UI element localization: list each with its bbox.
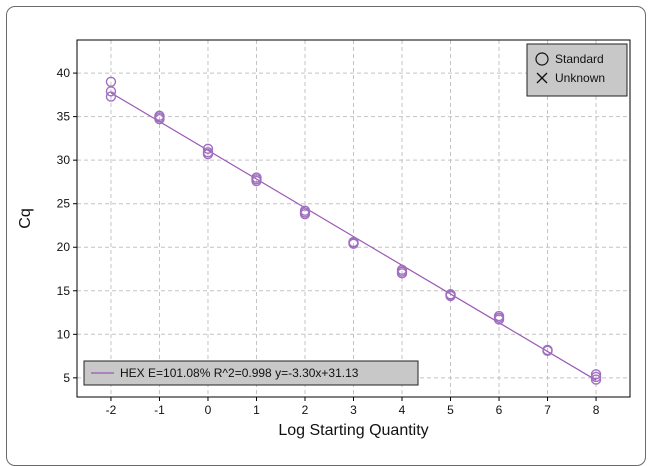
x-tick-label: 6 <box>496 403 503 417</box>
x-tick-label: 0 <box>205 403 212 417</box>
standard-point <box>348 238 359 249</box>
standard-curve-chart: -2 -1 0 1 2 3 4 5 6 7 8 5 10 15 20 25 30 35 40 Log Starti… <box>17 39 631 439</box>
x-tick-label: 7 <box>544 403 551 417</box>
legend: Standard Unknown <box>526 43 628 97</box>
y-tick-label: 15 <box>57 284 71 298</box>
x-tick-label: 1 <box>253 403 260 417</box>
fit-legend-box <box>83 360 419 386</box>
standard-point <box>445 290 456 302</box>
y-tick-label: 35 <box>57 110 71 124</box>
standard-point <box>202 148 214 160</box>
x-tick-label: 4 <box>399 403 406 417</box>
x-axis-ticks: -2 -1 0 1 2 3 4 5 6 7 8 <box>106 397 600 417</box>
standard-point <box>299 208 311 220</box>
y-tick-label: 40 <box>57 66 71 80</box>
x-tick-label: 2 <box>302 403 309 417</box>
legend-circle-icon <box>535 52 549 66</box>
legend-standard-label: Standard <box>555 52 604 66</box>
x-tick-label: 3 <box>350 403 357 417</box>
fit-equation-label: HEX E=101.08% R^2=0.998 y=-3.30x+31.13 <box>120 366 359 380</box>
x-tick-label: -2 <box>106 403 117 417</box>
x-tick-label: -1 <box>154 403 165 417</box>
standard-point <box>590 374 602 385</box>
x-tick-label: 5 <box>447 403 454 417</box>
y-tick-label: 30 <box>57 153 71 167</box>
x-tick-label: 8 <box>593 403 600 417</box>
y-axis-label: Cq <box>17 208 34 228</box>
standard-point <box>493 314 505 325</box>
standard-point <box>105 91 117 102</box>
regression-line <box>110 92 597 381</box>
y-tick-label: 5 <box>63 371 70 385</box>
standard-point <box>542 345 553 357</box>
standard-point <box>396 268 408 279</box>
standard-point <box>590 371 602 383</box>
legend-cross-icon <box>536 72 548 84</box>
fit-legend: HEX E=101.08% R^2=0.998 y=-3.30x+31.13 <box>83 360 419 386</box>
y-tick-label: 25 <box>57 197 71 211</box>
data-points <box>105 76 602 385</box>
standard-point <box>154 114 165 125</box>
standard-point <box>105 86 117 97</box>
y-tick-label: 10 <box>57 327 71 341</box>
grid-lines <box>77 40 630 397</box>
x-axis-label: Log Starting Quantity <box>278 422 428 439</box>
y-axis-ticks: 5 10 15 20 25 30 35 40 <box>57 66 77 385</box>
legend-unknown-label: Unknown <box>555 71 605 85</box>
standard-point <box>202 143 214 155</box>
standard-point <box>251 175 262 187</box>
y-tick-label: 20 <box>57 240 71 254</box>
regression-line-group <box>110 92 597 381</box>
standard-point <box>590 369 602 380</box>
